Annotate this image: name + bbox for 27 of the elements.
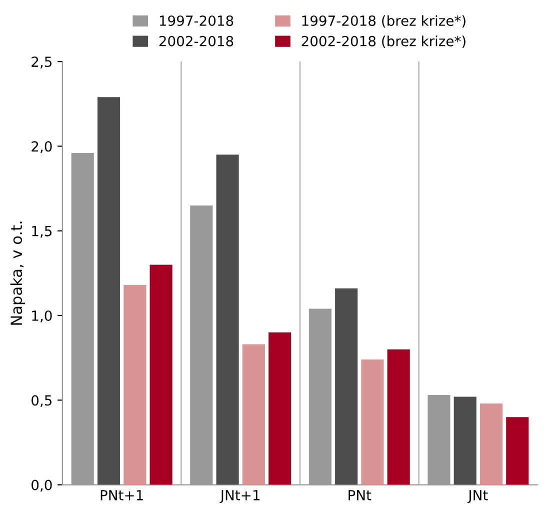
y-tick-label: 2,5: [32, 56, 52, 68]
x-tick-label: JNt+1: [220, 490, 260, 503]
bar: [335, 288, 358, 485]
x-tick-label: PNt: [348, 490, 372, 500]
bar: [454, 396, 476, 485]
y-tick-label: 0,0: [32, 480, 52, 492]
bar: [387, 349, 410, 485]
bar: [480, 404, 503, 485]
bar: [242, 344, 265, 485]
legend-label: 1997-2018: [160, 15, 234, 26]
y-tick-label: 2,0: [32, 141, 52, 154]
y-axis-title: Napaka, v o.t.: [10, 222, 26, 325]
y-tick-label: 1,5: [32, 226, 52, 238]
bar: [216, 154, 239, 485]
legend-label: 2002-2018: [159, 36, 234, 46]
bar: [124, 285, 146, 485]
bar: [150, 264, 172, 485]
y-tick-label: 0,5: [32, 395, 52, 408]
bar: [506, 417, 529, 485]
legend-label: 1997-2018 (brez krize*): [302, 15, 466, 28]
bar: [97, 97, 120, 485]
x-tick-label: PNt+1: [100, 490, 143, 500]
y-tick-label: 1,0: [32, 310, 52, 322]
bar: [361, 360, 384, 485]
x-tick-label: JNt: [467, 490, 488, 503]
legend-label: 2002-2018 (brez krize*): [302, 36, 466, 48]
bar: [268, 332, 292, 485]
